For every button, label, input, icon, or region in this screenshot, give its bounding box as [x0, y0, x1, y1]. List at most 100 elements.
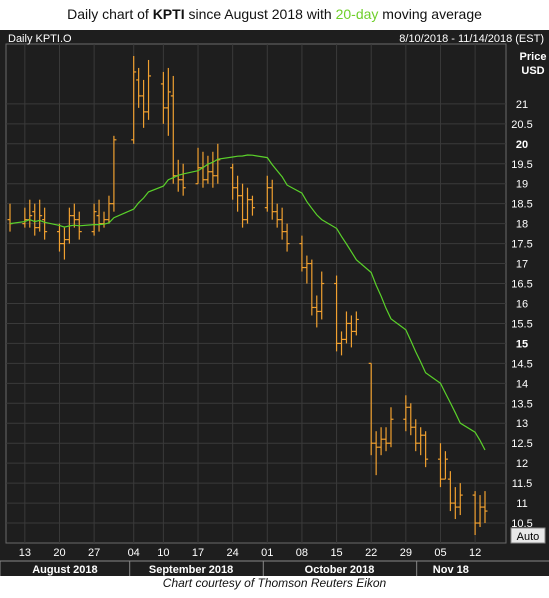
- ohlc-bar: [319, 271, 325, 320]
- ohlc-bar: [353, 311, 359, 336]
- date-range-label: 8/10/2018 - 11/14/2018 (EST): [399, 33, 544, 45]
- x-tick-label: 17: [192, 547, 204, 559]
- month-axis: August 2018 September 2018 October 2018 Nov…: [0, 560, 549, 576]
- ohlc-bar: [249, 195, 255, 216]
- month-label: August 2018: [32, 564, 97, 576]
- moving-average-line: [9, 154, 486, 451]
- ohlc-bar: [240, 183, 246, 228]
- ohlc-bar: [111, 135, 117, 212]
- y-tick-label: 21: [516, 99, 528, 111]
- ohlc-bar: [269, 179, 275, 220]
- ohlc-bar: [408, 403, 414, 436]
- ohlc-bar: [42, 207, 48, 240]
- ohlc-bar: [452, 487, 458, 520]
- x-tick-label: 27: [88, 547, 100, 559]
- plot-area: [5, 43, 507, 544]
- y-tick-label: 18.5: [511, 199, 532, 211]
- month-label: Nov 18: [433, 564, 469, 576]
- ohlc-bar: [314, 295, 320, 328]
- ohlc-bar: [423, 431, 429, 468]
- y-tick-label: 16: [516, 298, 528, 310]
- ohlc-bar: [368, 362, 374, 456]
- ohlc-bar: [477, 495, 483, 528]
- y-axis-label-price: Price: [520, 51, 547, 63]
- chart-title: Daily chart of KPTI since August 2018 wi…: [67, 6, 482, 22]
- x-tick-label: 04: [128, 547, 140, 559]
- chart-credit: Chart courtesy of Thomson Reuters Eikon: [162, 576, 387, 590]
- auto-scale-button-label[interactable]: Auto: [517, 531, 540, 543]
- ohlc-bar: [106, 195, 112, 224]
- x-tick-label: 01: [261, 547, 273, 559]
- x-tick-label: 29: [400, 547, 412, 559]
- symbol-label: Daily KPTI.O: [8, 33, 72, 45]
- y-tick-label: 18: [516, 219, 528, 231]
- y-tick-label: 15: [516, 338, 528, 350]
- ohlc-bar: [165, 67, 171, 136]
- y-tick-label: 20: [516, 139, 528, 151]
- ohlc-bar: [284, 223, 290, 252]
- ohlc-bar: [245, 187, 250, 224]
- month-label: October 2018: [305, 564, 375, 576]
- ohlc-bar: [437, 443, 443, 488]
- y-axis-label-currency: USD: [521, 65, 544, 77]
- ohlc-bar: [71, 203, 77, 228]
- ohlc-bar: [442, 451, 448, 480]
- ohlc-bar: [56, 223, 62, 252]
- ohlc-bar: [37, 199, 43, 232]
- ohlc-bar: [383, 427, 389, 452]
- ohlc-bar: [279, 207, 285, 240]
- ohlc-bar: [146, 59, 152, 120]
- x-tick-label: 15: [330, 547, 342, 559]
- ohlc-bar: [334, 275, 340, 352]
- y-tick-label: 20.5: [511, 119, 532, 131]
- ohlc-bar: [472, 491, 478, 536]
- x-axis-ticks: 13 20 27 04 10 17 24 01 08 15 22 29 05 12: [19, 547, 482, 559]
- ohlc-bar: [447, 471, 453, 512]
- ohlc-bar: [22, 207, 28, 228]
- ohlc-bar: [388, 407, 394, 448]
- ohlc-bar: [91, 203, 97, 236]
- x-tick-label: 08: [296, 547, 308, 559]
- x-tick-label: 20: [53, 547, 65, 559]
- ohlc-bar: [274, 203, 280, 228]
- y-tick-label: 15.5: [511, 318, 532, 330]
- y-tick-label: 14.5: [511, 358, 532, 370]
- ohlc-bar: [343, 311, 349, 344]
- x-tick-label: 24: [227, 547, 239, 559]
- ohlc-bar: [210, 151, 216, 188]
- ohlc-bar: [141, 79, 147, 128]
- ohlc-bar: [373, 431, 379, 476]
- ohlc-bar: [413, 419, 419, 452]
- y-tick-label: 11: [516, 498, 527, 510]
- x-tick-label: 13: [19, 547, 31, 559]
- month-axis-band: [0, 561, 549, 576]
- y-tick-label: 19.5: [511, 159, 532, 171]
- ohlc-bar: [170, 75, 176, 184]
- auto-scale-button[interactable]: [510, 527, 546, 544]
- ohlc-bar: [482, 491, 488, 524]
- price-chart: Daily KPTI.O 8/10/2018 - 11/14/2018 (EST…: [0, 30, 549, 576]
- y-tick-label: 12: [516, 458, 528, 470]
- y-tick-label: 12.5: [511, 438, 532, 450]
- ohlc-bar: [348, 315, 354, 348]
- y-axis-ticks: 10.5 11 11.5 12 12.5 13 13.5 14 14.5 15 15.5 16 16.5…: [511, 99, 532, 530]
- ohlc-bar: [195, 147, 201, 185]
- y-tick-label: 13.5: [511, 398, 532, 410]
- ohlc-bar: [136, 67, 142, 108]
- x-tick-label: 12: [469, 547, 481, 559]
- ohlc-bar: [160, 71, 166, 124]
- y-tick-label: 13: [516, 418, 528, 430]
- month-label: September 2018: [149, 564, 233, 576]
- ohlc-bar: [96, 199, 102, 232]
- y-tick-label: 19: [516, 179, 528, 191]
- y-tick-label: 17: [516, 259, 528, 271]
- x-tick-label: 05: [434, 547, 446, 559]
- y-tick-label: 16.5: [511, 279, 532, 291]
- ohlc-bar: [180, 163, 186, 196]
- ohlc-bar: [205, 155, 211, 184]
- ohlc-bar: [418, 427, 424, 456]
- ohlc-bar: [304, 255, 310, 284]
- y-tick-label: 11.5: [512, 478, 533, 490]
- x-tick-label: 22: [365, 547, 377, 559]
- ohlc-bar: [403, 395, 409, 432]
